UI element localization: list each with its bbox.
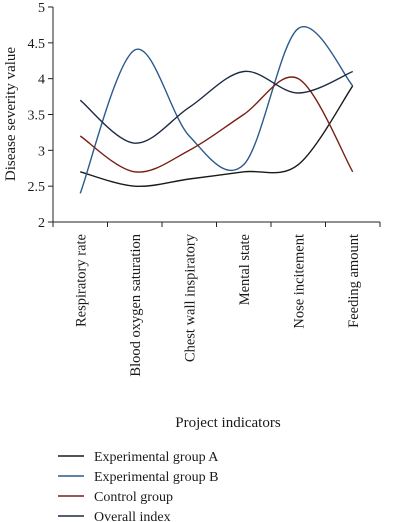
legend-label: Overall index bbox=[94, 510, 171, 522]
legend: Experimental group A Experimental group B… bbox=[58, 450, 219, 522]
chart-axes bbox=[48, 6, 381, 227]
legend-label: Experimental group B bbox=[94, 470, 218, 485]
category-label: Mental state bbox=[237, 234, 253, 305]
x-axis-title: Project indicators bbox=[175, 415, 281, 431]
y-axis-title: Disease severity value bbox=[3, 47, 19, 181]
y-tick-labels: 2 2.5 3 3.5 4 4.5 5 bbox=[28, 1, 46, 231]
category-label: Respiratory rate bbox=[73, 234, 89, 327]
category-label: Feeding amount bbox=[346, 234, 362, 328]
series-line bbox=[80, 85, 354, 187]
y-tick-label: 4 bbox=[38, 73, 45, 88]
series-line bbox=[79, 76, 354, 173]
y-tick-label: 3 bbox=[38, 144, 45, 159]
category-label: Nose incitement bbox=[291, 234, 307, 329]
category-label: Chest wall inspiratory bbox=[182, 233, 198, 362]
y-tick-label: 2.5 bbox=[28, 180, 46, 195]
category-label: Blood oxygen saturation bbox=[128, 233, 144, 376]
y-tick-label: 2 bbox=[38, 216, 45, 231]
y-tick-label: 3.5 bbox=[28, 109, 46, 124]
series-line bbox=[79, 70, 354, 144]
category-labels: Respiratory rate Blood oxygen saturation C… bbox=[73, 233, 362, 376]
series-lines bbox=[79, 25, 354, 194]
series-line bbox=[79, 25, 354, 194]
y-tick-label: 4.5 bbox=[28, 37, 46, 52]
legend-label: Experimental group A bbox=[94, 450, 219, 465]
legend-label: Control group bbox=[94, 490, 173, 505]
y-tick-label: 5 bbox=[38, 1, 45, 16]
